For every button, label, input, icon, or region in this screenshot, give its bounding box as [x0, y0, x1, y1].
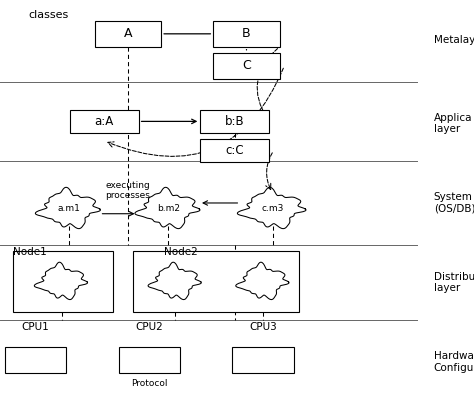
- Text: CPU3: CPU3: [249, 322, 277, 332]
- Text: CPU1: CPU1: [22, 322, 49, 332]
- Bar: [70, 110, 138, 133]
- Bar: [232, 347, 294, 373]
- Text: a:A: a:A: [95, 115, 114, 128]
- Text: classes: classes: [28, 10, 69, 20]
- Bar: [133, 251, 299, 312]
- Text: Distribut.
layer: Distribut. layer: [434, 272, 474, 293]
- Text: C: C: [242, 59, 251, 72]
- Bar: [118, 347, 180, 373]
- Bar: [213, 21, 280, 47]
- Text: executing
processes: executing processes: [106, 181, 150, 201]
- Text: Applica
layer: Applica layer: [434, 113, 472, 134]
- Text: Node1: Node1: [13, 247, 47, 257]
- Text: System
(OS/DB): System (OS/DB): [434, 192, 474, 214]
- Bar: [213, 53, 280, 79]
- Text: B: B: [242, 27, 251, 40]
- Text: a.m1: a.m1: [57, 205, 80, 213]
- Bar: [95, 21, 161, 47]
- Bar: [5, 347, 66, 373]
- Bar: [13, 251, 113, 312]
- Text: CPU2: CPU2: [136, 322, 163, 332]
- Bar: [200, 139, 269, 162]
- Text: Node2: Node2: [164, 247, 197, 257]
- Text: Metalay.: Metalay.: [434, 35, 474, 45]
- Text: A: A: [124, 27, 132, 40]
- Text: c:C: c:C: [225, 144, 244, 157]
- Text: b.m2: b.m2: [157, 205, 180, 213]
- Text: Hardware
Configur.: Hardware Configur.: [434, 351, 474, 373]
- Text: c.m3: c.m3: [261, 205, 284, 213]
- Text: b:B: b:B: [225, 115, 245, 128]
- Bar: [200, 110, 269, 133]
- Text: Protocol: Protocol: [131, 379, 168, 388]
